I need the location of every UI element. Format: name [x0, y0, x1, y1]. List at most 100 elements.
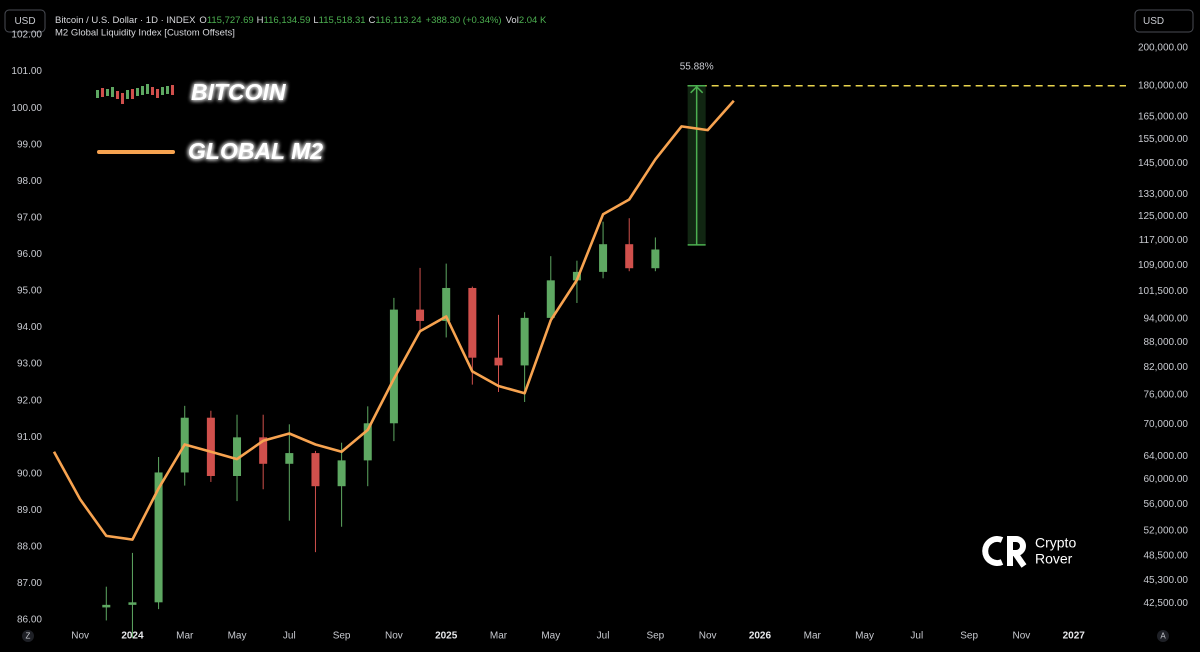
y-tick-label: 88.00	[17, 542, 42, 553]
x-tick-label: Sep	[333, 631, 351, 642]
y-tick-label: 101.00	[11, 66, 42, 77]
y2-tick-label: 52,000.00	[1144, 525, 1189, 536]
y-tick-label: 87.00	[17, 578, 42, 589]
ohlc-key: H	[257, 15, 264, 26]
y-tick-label: 89.00	[17, 505, 42, 516]
currency-button[interactable]	[4, 9, 46, 33]
y2-tick-label: 82,000.00	[1144, 362, 1189, 373]
watermark-text: Rover	[1035, 551, 1073, 567]
y2-tick-label: 76,000.00	[1144, 389, 1189, 400]
candle-body	[651, 249, 660, 269]
currency-label[interactable]: USD	[14, 16, 35, 27]
watermark-logo	[982, 536, 1027, 568]
y2-tick-label: 145,000.00	[1138, 158, 1188, 169]
watermark-text: Crypto	[1035, 535, 1076, 551]
y-tick-label: 93.00	[17, 359, 42, 370]
y2-tick-label: 56,000.00	[1144, 499, 1189, 510]
y-tick-label: 98.00	[17, 176, 42, 187]
x-tick-label: Jul	[597, 631, 610, 642]
candle-body	[468, 287, 477, 358]
y2-tick-label: 42,500.00	[1144, 598, 1189, 609]
candle-body	[154, 472, 163, 603]
symbol-info: Bitcoin / U.S. Dollar · 1D · INDEX O115,7…	[55, 15, 547, 26]
y2-tick-label: 70,000.00	[1144, 419, 1189, 430]
candle-body	[389, 309, 398, 424]
currency-label[interactable]: USD	[1143, 16, 1164, 27]
candle-body	[442, 287, 451, 321]
x-tick-label: Mar	[804, 631, 822, 642]
y2-tick-label: 45,300.00	[1144, 575, 1189, 586]
candle-body	[128, 602, 137, 605]
y2-tick-label: 155,000.00	[1138, 134, 1188, 145]
candle-body	[206, 417, 215, 476]
y2-tick-label: 48,500.00	[1144, 550, 1189, 561]
y2-tick-label: 200,000.00	[1138, 43, 1188, 54]
candle-body	[520, 317, 529, 366]
x-tick-label: 2027	[1063, 631, 1086, 642]
candle-body	[625, 244, 634, 269]
y-tick-label: 91.00	[17, 432, 42, 443]
candle-body	[546, 280, 555, 318]
ohlc-value: 115,727.69	[207, 15, 254, 26]
y2-tick-label: 165,000.00	[1138, 112, 1188, 123]
x-tick-label: Mar	[176, 631, 194, 642]
y2-tick-label: 88,000.00	[1144, 337, 1189, 348]
candle-body	[259, 437, 268, 464]
candle-body	[233, 437, 242, 476]
y-tick-label: 99.00	[17, 139, 42, 150]
ohlc-value: 116,113.24	[375, 15, 421, 26]
y-tick-label: 102.00	[11, 30, 42, 41]
y-tick-label: 90.00	[17, 468, 42, 479]
vol-value: 2.04 K	[519, 15, 547, 26]
candle-body	[337, 460, 346, 487]
footer-icon[interactable]	[1157, 630, 1169, 642]
y2-tick-label: 180,000.00	[1138, 80, 1188, 91]
x-tick-label: May	[228, 631, 247, 642]
y-tick-label: 97.00	[17, 212, 42, 223]
candle-body	[102, 604, 111, 608]
y-tick-label: 94.00	[17, 322, 42, 333]
legend-label: GLOBAL M2	[188, 138, 323, 164]
y2-tick-label: 64,000.00	[1144, 451, 1189, 462]
y2-tick-label: 109,000.00	[1138, 260, 1188, 271]
currency-button[interactable]	[1134, 9, 1194, 33]
ohlc-key: O	[199, 15, 206, 26]
x-tick-label: Sep	[646, 631, 664, 642]
candle-body	[416, 309, 425, 321]
x-tick-label: Sep	[960, 631, 978, 642]
x-tick-label: Nov	[385, 631, 403, 642]
x-tick-label: 2025	[435, 631, 458, 642]
y-tick-label: 92.00	[17, 395, 42, 406]
candle-body	[311, 453, 320, 487]
vol-key: Vol	[506, 15, 519, 26]
x-tick-label: Nov	[71, 631, 89, 642]
y-tick-label: 100.00	[11, 103, 42, 114]
y2-tick-label: 101,500.00	[1138, 286, 1188, 297]
y2-tick-label: 94,000.00	[1144, 313, 1189, 324]
y-tick-label: 86.00	[17, 615, 42, 626]
ohlc-key: L	[313, 15, 318, 26]
y2-tick-label: 125,000.00	[1138, 211, 1188, 222]
footer-icon-label[interactable]: A	[1160, 632, 1166, 641]
y2-tick-label: 60,000.00	[1144, 474, 1189, 485]
footer-icon[interactable]	[22, 630, 34, 642]
x-tick-label: Jul	[910, 631, 923, 642]
x-tick-label: May	[541, 631, 560, 642]
footer-icon-label[interactable]: Z	[26, 632, 31, 641]
candle-body	[599, 244, 608, 272]
measure-arrowhead	[690, 85, 704, 94]
legend-label: BITCOIN	[191, 79, 286, 105]
ohlc-key: C	[369, 15, 376, 26]
candle-body	[285, 453, 294, 464]
ohlc-value: 115,518.31	[319, 15, 366, 26]
change: +388.30 (+0.34%)	[426, 15, 502, 26]
y2-tick-label: 117,000.00	[1139, 235, 1189, 246]
measure-label: 55.88%	[680, 61, 714, 72]
candle-body	[363, 423, 372, 461]
y-tick-label: 95.00	[17, 286, 42, 297]
y2-tick-label: 133,000.00	[1138, 189, 1188, 200]
x-tick-label: Nov	[1013, 631, 1031, 642]
